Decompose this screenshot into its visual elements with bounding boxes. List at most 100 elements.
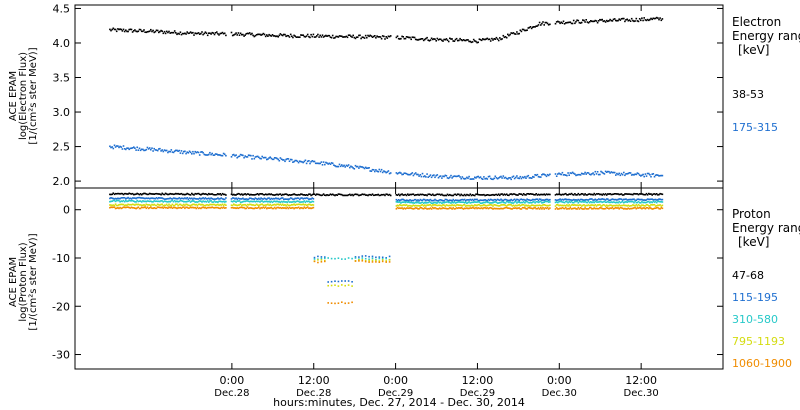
proton-data-point xyxy=(547,193,550,196)
electron-data-point xyxy=(178,149,181,152)
proton-data-point xyxy=(502,204,505,206)
proton-data-point xyxy=(142,200,144,202)
proton-data-point xyxy=(644,207,647,210)
electron-data-point xyxy=(592,20,594,23)
proton-data-point xyxy=(127,196,129,199)
proton-data-point xyxy=(324,260,326,263)
electron-data-point xyxy=(129,147,132,150)
electron-data-point xyxy=(419,174,422,176)
proton-data-point xyxy=(596,193,599,195)
electron-data-point xyxy=(367,167,369,169)
proton-data-point xyxy=(155,192,158,195)
proton-data-point xyxy=(507,199,509,202)
electron-data-point xyxy=(511,176,514,178)
proton-data-point xyxy=(407,193,409,195)
proton-data-point xyxy=(582,204,584,207)
proton-data-point xyxy=(260,197,262,199)
proton-data-point xyxy=(535,200,537,203)
proton-data-point xyxy=(113,204,116,207)
proton-data-point xyxy=(526,205,528,207)
proton-data-point xyxy=(497,205,500,207)
proton-data-point xyxy=(161,200,163,202)
electron-data-point xyxy=(645,175,648,177)
proton-data-point xyxy=(164,207,167,209)
proton-data-point xyxy=(577,206,580,209)
proton-data-point xyxy=(128,199,130,202)
proton-data-point xyxy=(611,193,614,196)
proton-data-point xyxy=(590,193,592,196)
electron-data-point xyxy=(641,17,643,19)
proton-data-point xyxy=(567,198,569,201)
proton-data-point xyxy=(198,197,201,199)
proton-data-point xyxy=(260,193,262,195)
electron-data-point xyxy=(507,33,509,36)
proton-data-point xyxy=(472,194,475,197)
electron-data-point xyxy=(230,156,233,158)
electron-data-point xyxy=(643,17,645,19)
proton-data-point xyxy=(472,201,475,204)
proton-data-point xyxy=(294,201,296,203)
proton-data-point xyxy=(185,206,187,209)
proton-legend-entry: 115-195 xyxy=(732,291,778,304)
proton-data-point xyxy=(191,206,193,209)
proton-data-point xyxy=(247,193,250,195)
proton-data-point xyxy=(273,203,276,206)
proton-data-point xyxy=(115,199,118,202)
proton-data-point xyxy=(430,205,433,207)
proton-data-point xyxy=(150,200,152,202)
proton-data-point xyxy=(134,193,136,196)
proton-data-point xyxy=(271,204,274,206)
proton-data-point xyxy=(198,207,201,209)
proton-data-point xyxy=(235,194,237,196)
proton-data-point xyxy=(503,207,506,209)
electron-data-point xyxy=(476,41,478,44)
proton-data-point xyxy=(624,201,626,203)
proton-data-point xyxy=(270,197,273,200)
proton-data-point xyxy=(376,194,378,196)
proton-data-point xyxy=(649,205,651,207)
proton-data-point xyxy=(459,204,461,206)
proton-data-point xyxy=(450,202,452,204)
proton-data-point xyxy=(347,257,350,259)
electron-data-point xyxy=(134,147,136,149)
proton-data-point xyxy=(287,207,290,210)
proton-data-point xyxy=(185,201,187,203)
proton-data-point xyxy=(610,204,613,207)
proton-data-point xyxy=(268,207,270,209)
proton-data-point xyxy=(483,204,485,206)
proton-data-point xyxy=(532,198,534,201)
electron-data-point xyxy=(320,161,323,163)
proton-data-point xyxy=(593,204,595,207)
electron-data-point xyxy=(461,176,464,178)
proton-data-point xyxy=(653,193,656,195)
electron-data-point xyxy=(160,29,162,32)
proton-data-point xyxy=(634,199,636,202)
proton-data-point xyxy=(428,204,431,206)
proton-data-point xyxy=(479,205,482,207)
proton-data-point xyxy=(367,194,369,197)
proton-data-point xyxy=(476,198,478,201)
electron-data-point xyxy=(480,39,483,42)
proton-data-point xyxy=(632,207,634,210)
proton-data-point xyxy=(135,203,137,206)
proton-data-point xyxy=(445,194,448,197)
proton-data-point xyxy=(195,201,198,203)
proton-data-point xyxy=(114,200,117,203)
proton-data-point xyxy=(625,193,627,195)
proton-data-point xyxy=(583,201,585,203)
electron-data-point xyxy=(645,19,648,22)
proton-data-point xyxy=(458,201,460,203)
proton-data-point xyxy=(643,201,645,204)
proton-data-point xyxy=(516,202,518,204)
proton-data-point xyxy=(293,193,295,195)
proton-data-point xyxy=(603,208,606,210)
proton-data-point xyxy=(489,194,492,196)
electron-data-point xyxy=(186,31,188,33)
proton-data-point xyxy=(441,202,443,205)
proton-data-point xyxy=(172,206,175,209)
proton-data-point xyxy=(482,194,484,196)
electron-data-point xyxy=(413,173,416,175)
electron-data-point xyxy=(410,173,412,175)
proton-data-point xyxy=(522,201,525,203)
proton-data-point xyxy=(542,199,544,201)
